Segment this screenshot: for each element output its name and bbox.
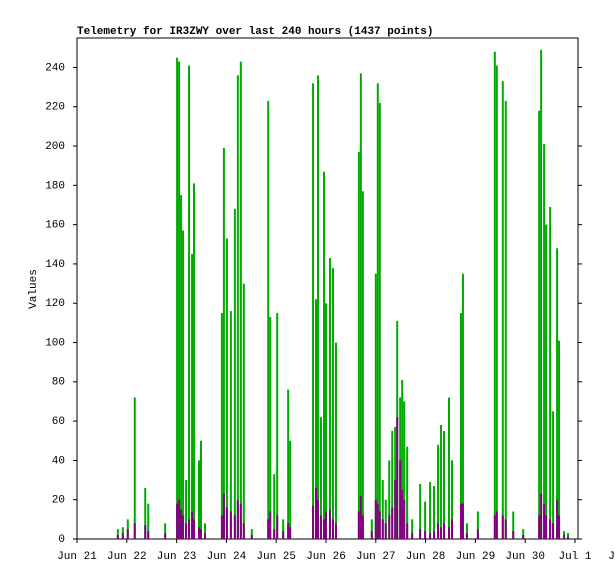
y-tick-label: 80 (52, 377, 65, 389)
plot-frame (76, 37, 579, 540)
x-tick-label: Jun 27 (356, 551, 396, 563)
y-tick-label: 200 (45, 141, 65, 153)
chart-title: Telemetry for IR3ZWY over last 240 hours… (77, 26, 433, 38)
x-tick-label: Jun 30 (505, 551, 545, 563)
x-tick-label: Jul 1 (558, 551, 591, 563)
x-tick-label: Jun 21 (57, 551, 97, 563)
x-tick-label: Jun 25 (256, 551, 296, 563)
y-tick-label: 240 (45, 62, 65, 74)
x-tick-label: Jun 23 (157, 551, 197, 563)
y-tick-label: 140 (45, 259, 65, 271)
y-tick-label: 120 (45, 298, 65, 310)
x-tick-label: Jun 28 (406, 551, 446, 563)
y-tick-label: 220 (45, 102, 65, 114)
y-tick-label: 0 (58, 534, 65, 546)
y-tick-label: 20 (52, 495, 65, 507)
x-tick-label: Jul 2 (608, 551, 615, 563)
y-tick-label: 60 (52, 416, 65, 428)
x-tick-label: Jun 22 (107, 551, 147, 563)
x-tick-label: Jun 24 (207, 551, 247, 563)
x-tick-label: Jun 29 (456, 551, 496, 563)
y-tick-label: 40 (52, 455, 65, 467)
y-tick-label: 100 (45, 337, 65, 349)
y-axis-label: Values (28, 269, 40, 309)
y-tick-label: 160 (45, 220, 65, 232)
x-tick-label: Jun 26 (306, 551, 346, 563)
y-tick-label: 180 (45, 180, 65, 192)
